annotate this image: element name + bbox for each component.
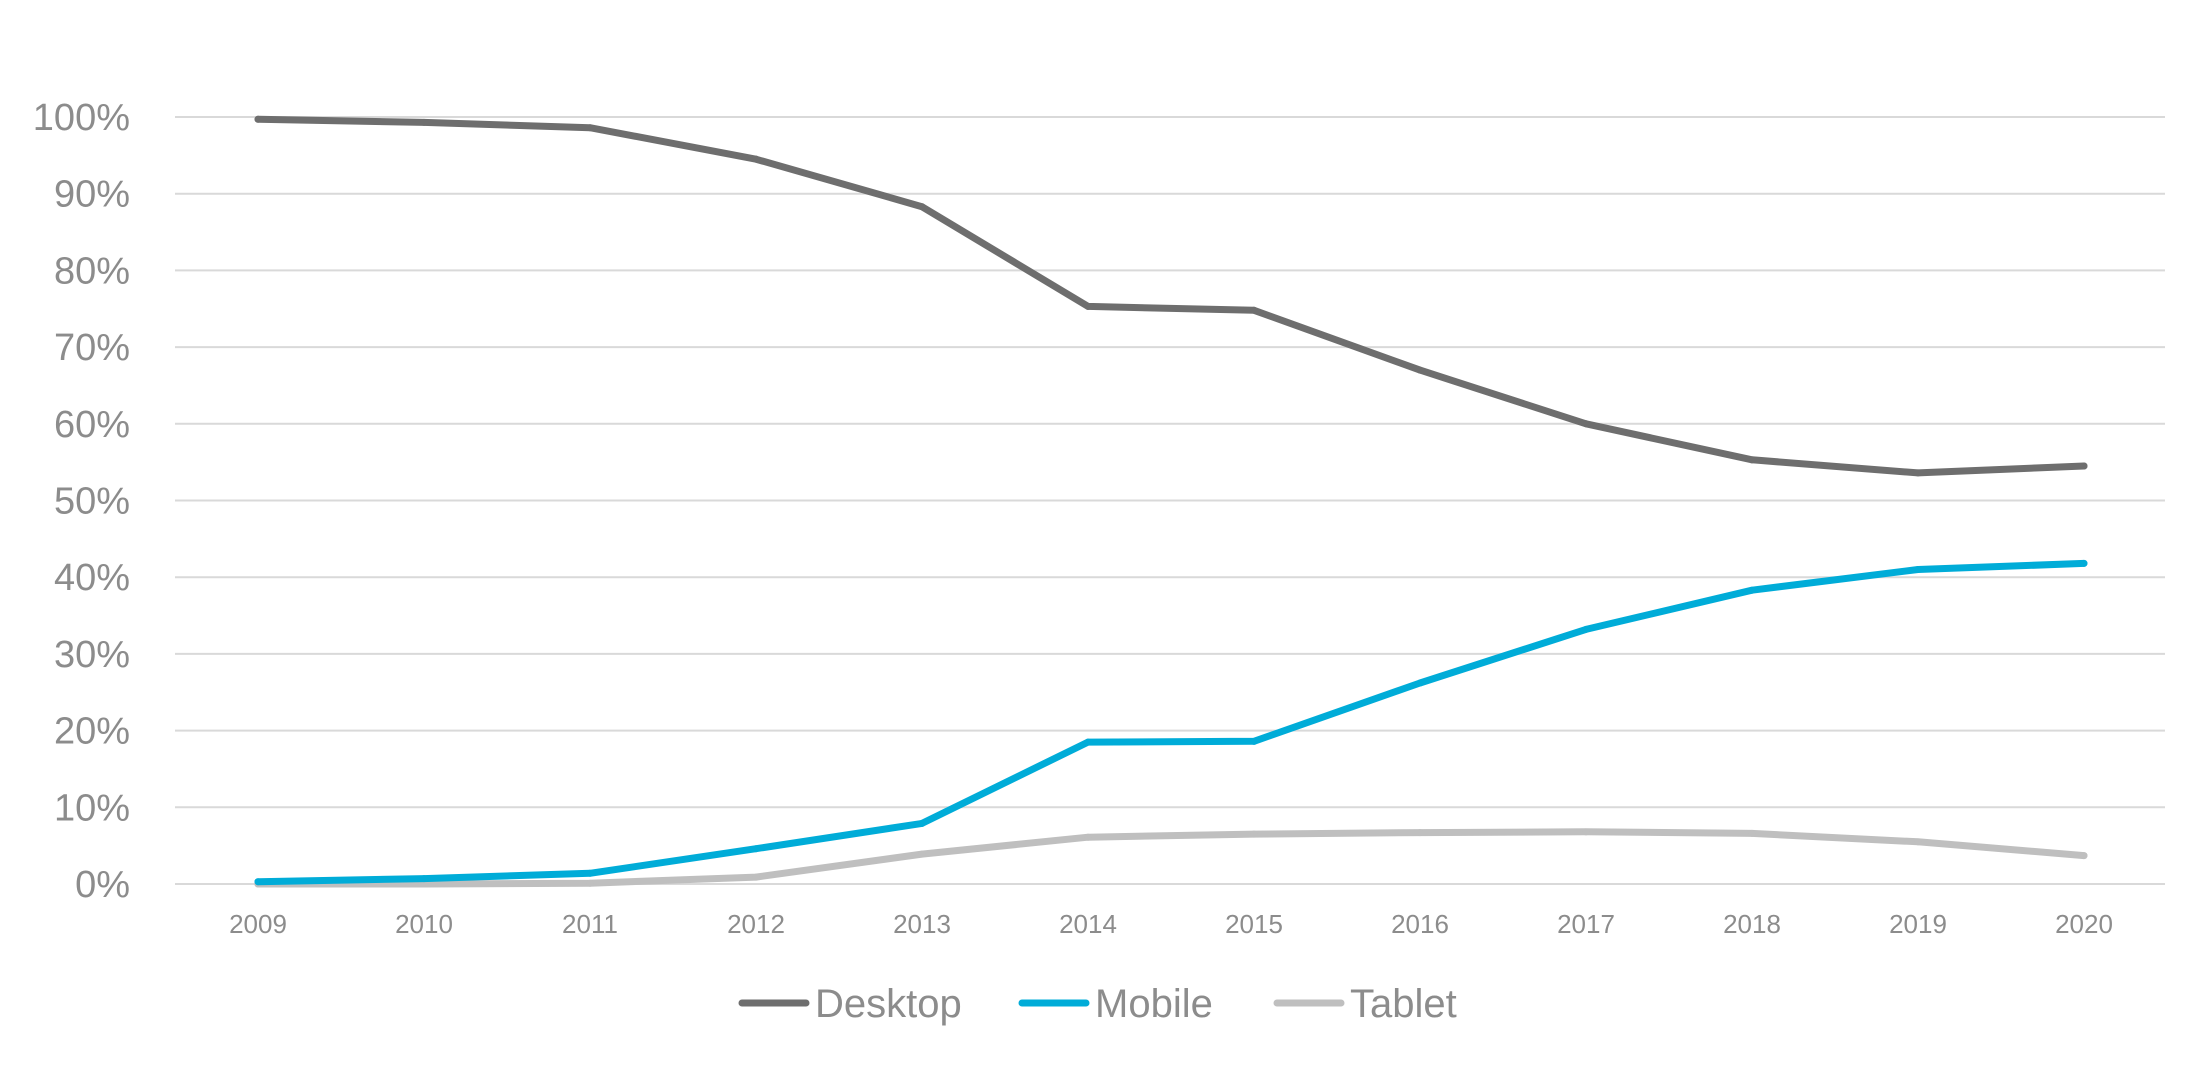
x-axis: 2009 2010 2011 2012 2013 2014 2015 2016 2017 2018… [229,909,2113,939]
legend-label-mobile: Mobile [1095,982,1213,1026]
x-tick-label: 2015 [1225,909,1283,939]
y-tick-label: 0% [75,864,130,906]
data-point-mobile [1416,679,1424,687]
x-tick-label: 2011 [562,909,618,939]
x-tick-label: 2018 [1723,909,1781,939]
data-point-mobile [586,869,594,877]
x-tick-label: 2016 [1391,909,1449,939]
x-tick-label: 2019 [1889,909,1947,939]
x-tick-label: 2020 [2055,909,2113,939]
y-tick-label: 30% [54,634,130,676]
data-point-desktop [420,118,428,126]
y-axis: 0% 10% 20% 30% 40% 50% 60% 70% 80% 90% 100% [33,97,130,906]
x-tick-label: 2017 [1557,909,1615,939]
data-point-mobile [2080,559,2088,567]
data-point-mobile [254,878,262,886]
y-tick-label: 90% [54,174,130,216]
data-point-desktop [1250,306,1258,314]
data-point-desktop [918,203,926,211]
x-tick-label: 2014 [1059,909,1117,939]
data-point-tablet [1914,838,1922,846]
data-point-mobile [1582,625,1590,633]
x-tick-label: 2013 [893,909,951,939]
data-point-mobile [1250,737,1258,745]
legend-label-tablet: Tablet [1350,982,1457,1026]
legend-label-desktop: Desktop [815,982,962,1026]
y-tick-label: 100% [33,97,130,139]
series-line-mobile [254,559,2088,886]
data-point-desktop [1084,302,1092,310]
y-tick-label: 20% [54,711,130,753]
data-point-desktop [752,155,760,163]
y-tick-label: 40% [54,557,130,599]
series-line-desktop [254,115,2088,477]
y-tick-label: 80% [54,250,130,292]
gridlines [175,116,2165,885]
data-point-tablet [2080,852,2088,860]
data-point-mobile [1914,566,1922,574]
y-tick-label: 50% [54,481,130,523]
data-point-desktop [1748,456,1756,464]
data-point-desktop [1914,469,1922,477]
x-tick-label: 2012 [727,909,785,939]
data-point-tablet [752,873,760,881]
data-point-desktop [586,124,594,132]
data-point-mobile [918,819,926,827]
data-point-desktop [2080,462,2088,470]
data-point-desktop [1582,420,1590,428]
series-line-tablet [254,828,2088,888]
data-point-mobile [1748,586,1756,594]
data-point-mobile [420,875,428,883]
y-tick-label: 60% [54,404,130,446]
data-point-tablet [420,880,428,888]
x-tick-label: 2009 [229,909,287,939]
data-point-desktop [254,115,262,123]
y-tick-label: 10% [54,787,130,829]
x-tick-label: 2010 [395,909,453,939]
data-point-tablet [586,879,594,887]
data-point-tablet [918,850,926,858]
data-point-desktop [1416,366,1424,374]
data-point-mobile [1084,738,1092,746]
data-point-tablet [1748,829,1756,837]
data-point-tablet [1582,828,1590,836]
data-point-mobile [752,845,760,853]
series-lines [254,115,2088,888]
data-point-tablet [1084,833,1092,841]
legend: Desktop Mobile Tablet [738,982,1457,1026]
data-point-tablet [1416,829,1424,837]
data-point-tablet [1250,830,1258,838]
y-tick-label: 70% [54,327,130,369]
